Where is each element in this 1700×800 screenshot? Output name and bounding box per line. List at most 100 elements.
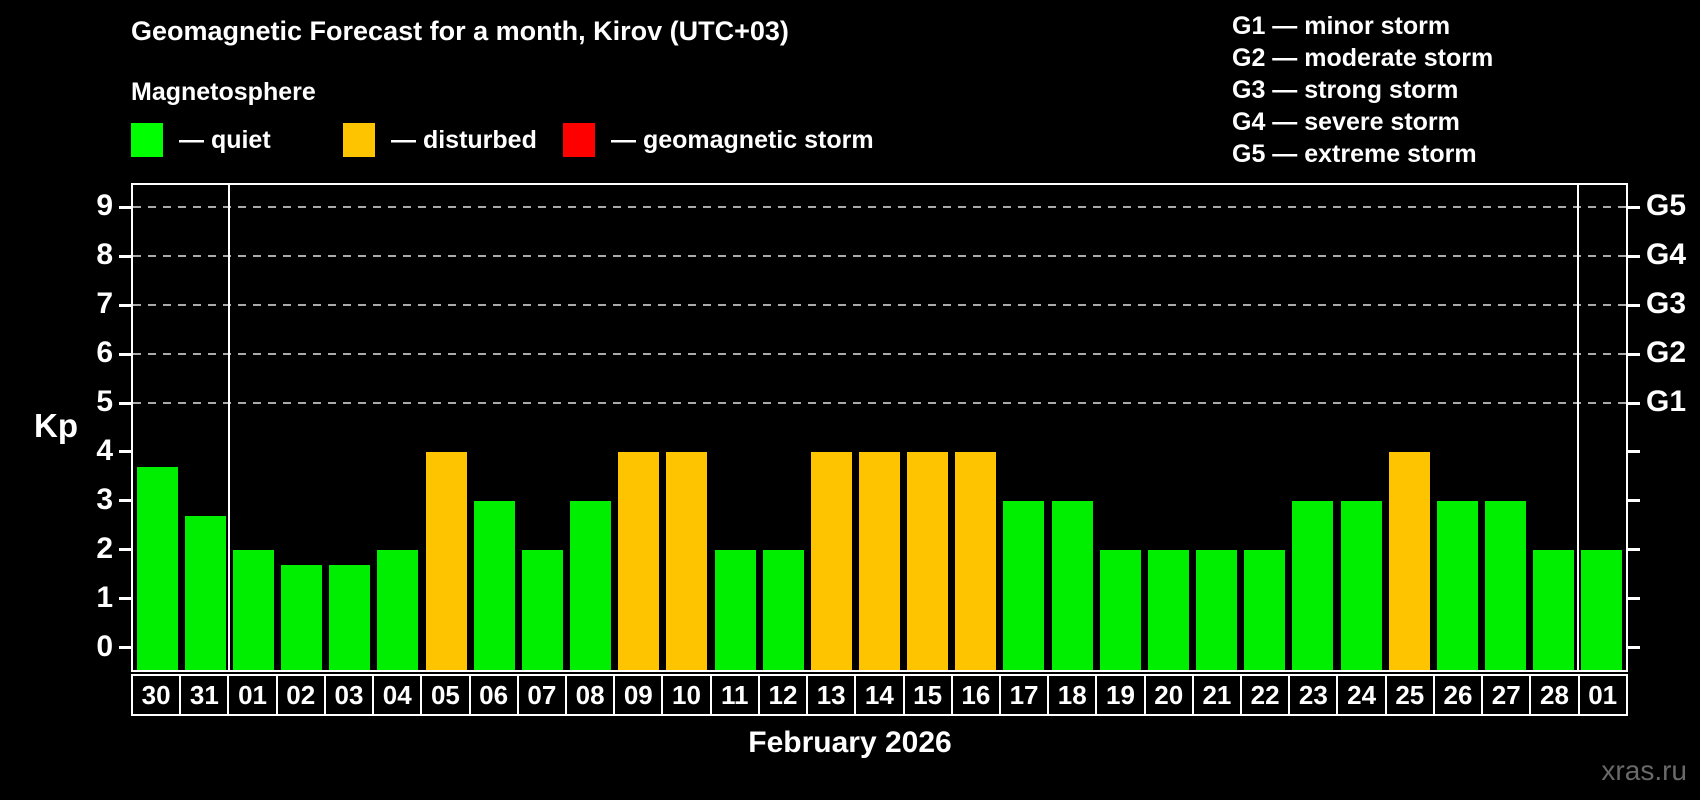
left-tick-7 xyxy=(119,303,131,307)
left-tick-8 xyxy=(119,254,131,258)
kp-bar-day-21 xyxy=(1196,550,1237,670)
y-axis-label: Kp xyxy=(34,407,78,444)
right-tick-7 xyxy=(1628,303,1640,307)
kp-bar-day-24 xyxy=(1341,501,1382,670)
kp-bar-day-13 xyxy=(811,452,852,670)
day-label-16: 16 xyxy=(950,674,1001,716)
kp-bar-day-27 xyxy=(1485,501,1526,670)
y-tick-label-1: 1 xyxy=(96,580,113,614)
kp-bar-day-23 xyxy=(1292,501,1333,670)
kp-bar-day-26 xyxy=(1437,501,1478,670)
day-label-20: 20 xyxy=(1143,674,1194,716)
left-tick-0 xyxy=(119,646,131,650)
day-label-24: 24 xyxy=(1336,674,1387,716)
g-scale-label-G3: G3 xyxy=(1646,287,1687,321)
left-tick-5 xyxy=(119,401,131,405)
kp-bar-day-07 xyxy=(522,550,563,670)
right-tick-8 xyxy=(1628,254,1640,258)
kp-bar-day-30 xyxy=(137,467,178,670)
storm-scale-line-g2: G2 — moderate storm xyxy=(1232,44,1494,72)
day-label-06: 06 xyxy=(468,674,519,716)
g-scale-label-G5: G5 xyxy=(1646,189,1687,223)
storm-scale-line-g4: G4 — severe storm xyxy=(1232,108,1460,136)
kp-bar-day-01 xyxy=(233,550,274,670)
legend-label-disturbed: — disturbed xyxy=(391,125,537,154)
activity-legend: — quiet — disturbed — geomagnetic storm xyxy=(0,120,1700,160)
kp-bar-day-25 xyxy=(1389,452,1430,670)
right-tick-3 xyxy=(1628,499,1640,503)
storm-color-swatch xyxy=(563,123,595,157)
x-axis-title: February 2026 xyxy=(748,726,952,759)
right-tick-0 xyxy=(1628,646,1640,650)
kp-bar-day-08 xyxy=(570,501,611,670)
gridline-kp-8 xyxy=(133,255,1626,258)
storm-scale-line-g5: G5 — extreme storm xyxy=(1232,140,1477,168)
legend-label-storm: — geomagnetic storm xyxy=(611,125,874,154)
y-tick-label-4: 4 xyxy=(96,433,113,467)
disturbed-color-swatch xyxy=(343,123,375,157)
plot-area: 0 1 2 3 4 5 6 7 8 9 G1 G2 G3 G4 G5 xyxy=(96,183,1686,672)
storm-scale-legend: G1 — minor storm G2 — moderate storm G3 — … xyxy=(1232,10,1493,170)
left-tick-2 xyxy=(119,548,131,552)
legend-label-quiet: — quiet xyxy=(179,125,271,154)
day-label-04: 04 xyxy=(372,674,423,716)
left-tick-3 xyxy=(119,499,131,503)
day-label-10: 10 xyxy=(661,674,712,716)
day-label-08: 08 xyxy=(564,674,616,716)
quiet-color-swatch xyxy=(131,123,163,157)
g-scale-label-G2: G2 xyxy=(1646,336,1687,369)
day-label-07: 07 xyxy=(516,674,567,716)
day-label-23: 23 xyxy=(1288,674,1339,716)
legend-item-disturbed: — disturbed xyxy=(343,120,537,160)
day-label-26: 26 xyxy=(1432,674,1484,716)
right-tick-5 xyxy=(1628,401,1640,405)
y-tick-label-8: 8 xyxy=(96,238,113,272)
day-label-19: 19 xyxy=(1095,674,1146,716)
kp-bar-day-03 xyxy=(329,565,370,670)
day-label-28: 28 xyxy=(1529,674,1580,716)
month-separator xyxy=(228,185,230,670)
x-axis-day-labels: 30 31 01 02 03 04 05 06 07 08 09 10 11 12 13 14 15 16 17 18… xyxy=(131,674,1628,716)
y-tick-label-6: 6 xyxy=(96,336,113,369)
kp-bar-day-22 xyxy=(1244,550,1285,670)
watermark: xras.ru xyxy=(1601,755,1687,786)
day-label-12: 12 xyxy=(757,674,809,716)
y-tick-label-2: 2 xyxy=(96,531,113,565)
day-label-01: 01 xyxy=(227,674,278,716)
left-tick-4 xyxy=(119,450,131,454)
day-label-25: 25 xyxy=(1384,674,1435,716)
day-label-02: 02 xyxy=(275,674,326,716)
kp-bar-day-20 xyxy=(1148,550,1189,670)
kp-bar-day-02 xyxy=(281,565,322,670)
storm-scale-line-g1: G1 — minor storm xyxy=(1232,12,1451,40)
kp-bar-day-31 xyxy=(185,516,226,670)
day-label-09: 09 xyxy=(613,674,664,716)
day-label-11: 11 xyxy=(709,674,760,716)
gridline-kp-5 xyxy=(133,402,1626,404)
day-label-18: 18 xyxy=(1047,674,1098,716)
day-label-05: 05 xyxy=(420,674,471,716)
storm-scale-line-g3: G3 — strong storm xyxy=(1232,76,1459,104)
y-tick-label-0: 0 xyxy=(96,629,113,663)
kp-bar-day-04 xyxy=(377,550,418,670)
day-label-17: 17 xyxy=(998,674,1050,716)
right-tick-1 xyxy=(1628,597,1640,601)
day-label-27: 27 xyxy=(1481,674,1532,716)
gridline-kp-9 xyxy=(133,206,1626,209)
day-label-03: 03 xyxy=(323,674,375,716)
kp-bar-day-09 xyxy=(618,452,659,670)
left-tick-1 xyxy=(119,597,131,601)
kp-bar-day-06 xyxy=(474,501,515,670)
g-scale-label-G1: G1 xyxy=(1646,385,1687,418)
left-tick-6 xyxy=(119,352,131,356)
kp-bar-day-28 xyxy=(1533,550,1574,670)
left-tick-9 xyxy=(119,205,131,209)
legend-item-storm: — geomagnetic storm xyxy=(563,120,874,160)
kp-bar-day-11 xyxy=(715,550,756,670)
month-separator xyxy=(1577,185,1579,670)
day-label-14: 14 xyxy=(854,674,905,716)
kp-bar-day-10 xyxy=(666,452,707,670)
kp-bar-day-16 xyxy=(955,452,996,670)
gridline-kp-6 xyxy=(133,353,1626,355)
